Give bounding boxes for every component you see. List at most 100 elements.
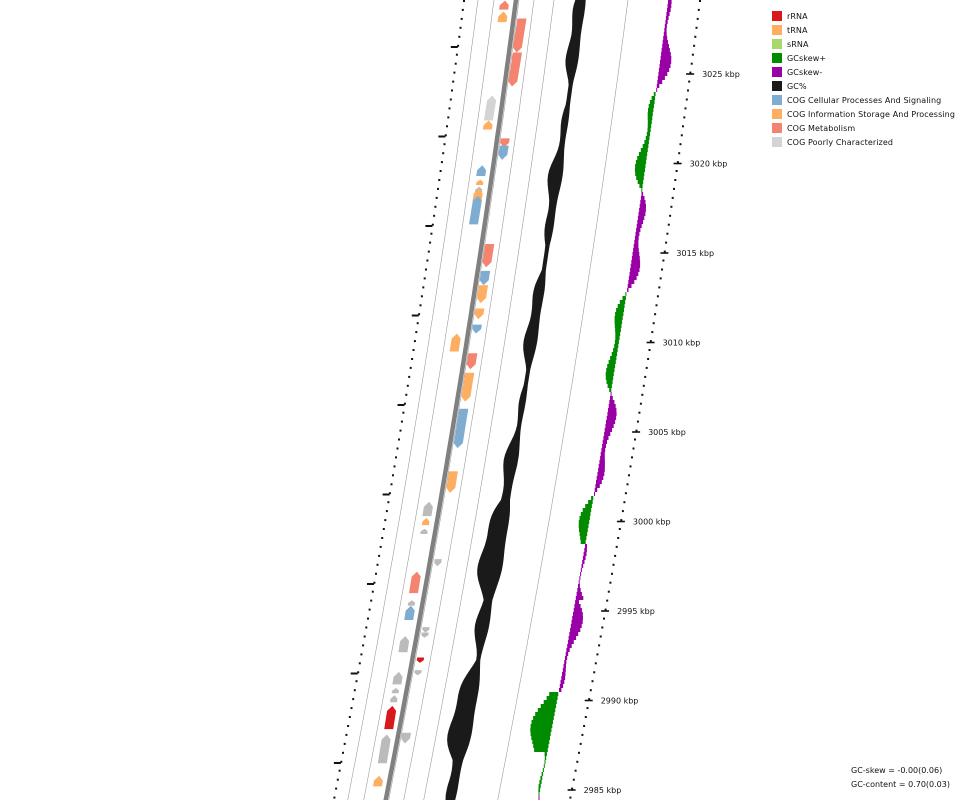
gc-skew-negative-bar — [598, 468, 605, 472]
scale-dot — [412, 349, 415, 351]
scale-dot — [379, 545, 382, 548]
scale-dot — [644, 375, 647, 378]
scale-dot — [373, 581, 376, 584]
gc-skew-positive-bar — [649, 100, 655, 104]
gc-skew-negative-bar — [570, 624, 582, 628]
gc-skew-negative-bar — [660, 60, 672, 64]
scale-dot — [392, 474, 394, 477]
gc-skew-positive-bar — [591, 496, 594, 500]
scale-dot — [384, 519, 387, 522]
scale-dot — [623, 501, 626, 504]
gc-skew-positive-bar — [544, 760, 546, 764]
scale-dot — [638, 411, 641, 414]
scale-dot — [663, 250, 666, 253]
gc-skew-negative-bar — [668, 0, 672, 4]
gc-content-stat: GC-content = 0.70(0.03) — [851, 780, 950, 789]
scale-dot — [676, 161, 679, 164]
scale-dot — [457, 44, 460, 47]
gc-skew-negative-bar — [562, 672, 566, 676]
gc-skew-negative-bar — [637, 220, 644, 224]
gc-skew-negative-bar — [605, 424, 614, 428]
gc-skew-negative-bar — [665, 20, 668, 24]
gc-skew-negative-bar — [575, 600, 579, 604]
gc-skew-negative-bar — [578, 580, 580, 584]
scale-dot — [654, 313, 657, 316]
scale-dot — [416, 322, 419, 325]
gc-skew-positive-bar — [640, 148, 648, 152]
scale-dot — [460, 17, 463, 20]
scale-dot — [607, 590, 610, 593]
gc-skew-positive-bar — [648, 104, 654, 108]
scale-dot — [409, 366, 412, 369]
scale-dot — [689, 71, 692, 74]
gc-skew-positive-bar — [580, 536, 587, 540]
legend-item: rRNA — [772, 9, 955, 23]
scale-dot — [642, 384, 645, 387]
legend-item: sRNA — [772, 37, 955, 51]
gc-skew-negative-bar — [594, 488, 598, 492]
guide-line — [423, 0, 555, 800]
gc-skew-positive-bar — [622, 296, 626, 300]
scale-dot — [694, 35, 697, 38]
scale-major-tick — [425, 225, 433, 227]
scale-dot — [628, 474, 630, 477]
gc-skew-positive-bar — [616, 308, 624, 312]
gc-skew-negative-bar — [661, 52, 671, 56]
gene-feature-arrow — [398, 636, 410, 653]
kbp-tick-label: 3005 kbp — [648, 428, 686, 437]
scale-dot — [342, 751, 344, 754]
gc-skew-positive-bar — [540, 704, 557, 708]
gc-skew-negative-bar — [603, 436, 609, 440]
scale-dot — [596, 653, 599, 656]
legend-swatch — [772, 67, 782, 77]
gc-skew-positive-bar — [531, 736, 550, 740]
gc-skew-positive-bar — [579, 532, 588, 536]
gc-skew-positive-bar — [636, 176, 644, 180]
gc-skew-negative-bar — [600, 452, 605, 456]
gc-skew-negative-bar — [657, 80, 663, 84]
gc-skew-negative-bar — [577, 588, 581, 592]
scale-dot — [348, 716, 351, 718]
gc-skew-positive-bar — [613, 348, 618, 352]
kbp-ruler: 3025 kbp 3020 kbp 3015 kbp 3010 kbp 3005 kbp… — [567, 70, 740, 795]
gc-skew-negative-bar — [575, 596, 584, 600]
gc-skew-positive-bar — [605, 376, 614, 380]
gc-skew-positive-bar — [619, 300, 626, 304]
gc-skew-positive-bar — [615, 332, 621, 336]
gc-skew-positive-bar — [625, 292, 627, 296]
scale-dot — [439, 170, 442, 172]
gc-skew-negative-bar — [570, 628, 581, 632]
gc-skew-positive-bar — [530, 728, 552, 732]
scale-dot — [682, 125, 684, 128]
legend-swatch — [772, 95, 782, 105]
gc-skew-track — [530, 0, 672, 800]
scale-dot — [632, 447, 635, 450]
gc-skew-negative-bar — [663, 32, 667, 36]
gc-skew-negative-bar — [638, 212, 646, 216]
kbp-tick-label: 3020 kbp — [690, 160, 728, 169]
gene-feature-arrow — [469, 195, 482, 225]
scale-major-tick — [333, 762, 341, 764]
genome-backbone — [383, 0, 519, 800]
gc-skew-positive-bar — [588, 500, 593, 504]
gc-skew-positive-bar — [614, 340, 619, 344]
scale-dot — [685, 98, 688, 101]
scale-dot — [583, 725, 586, 727]
scale-dot — [678, 152, 681, 155]
scale-dot — [452, 80, 455, 83]
legend-item: GCskew+ — [772, 51, 955, 65]
gene-feature-arrow — [377, 734, 391, 764]
stats-panel: GC-skew = -0.00(0.06) GC-content = 0.70(… — [851, 766, 950, 794]
gc-skew-negative-bar — [576, 592, 582, 596]
legend-label: GC% — [787, 81, 807, 91]
legend-item: COG Metabolism — [772, 121, 955, 135]
gc-skew-positive-bar — [531, 720, 553, 724]
scale-dot — [408, 375, 411, 378]
gc-skew-positive-bar — [607, 384, 612, 388]
guide-line — [403, 0, 535, 800]
gc-skew-positive-bar — [606, 380, 613, 384]
gc-content-band — [445, 0, 586, 800]
gene-feature-arrow — [384, 705, 397, 730]
legend-swatch — [772, 137, 782, 147]
gene-feature-arrow — [497, 11, 508, 23]
